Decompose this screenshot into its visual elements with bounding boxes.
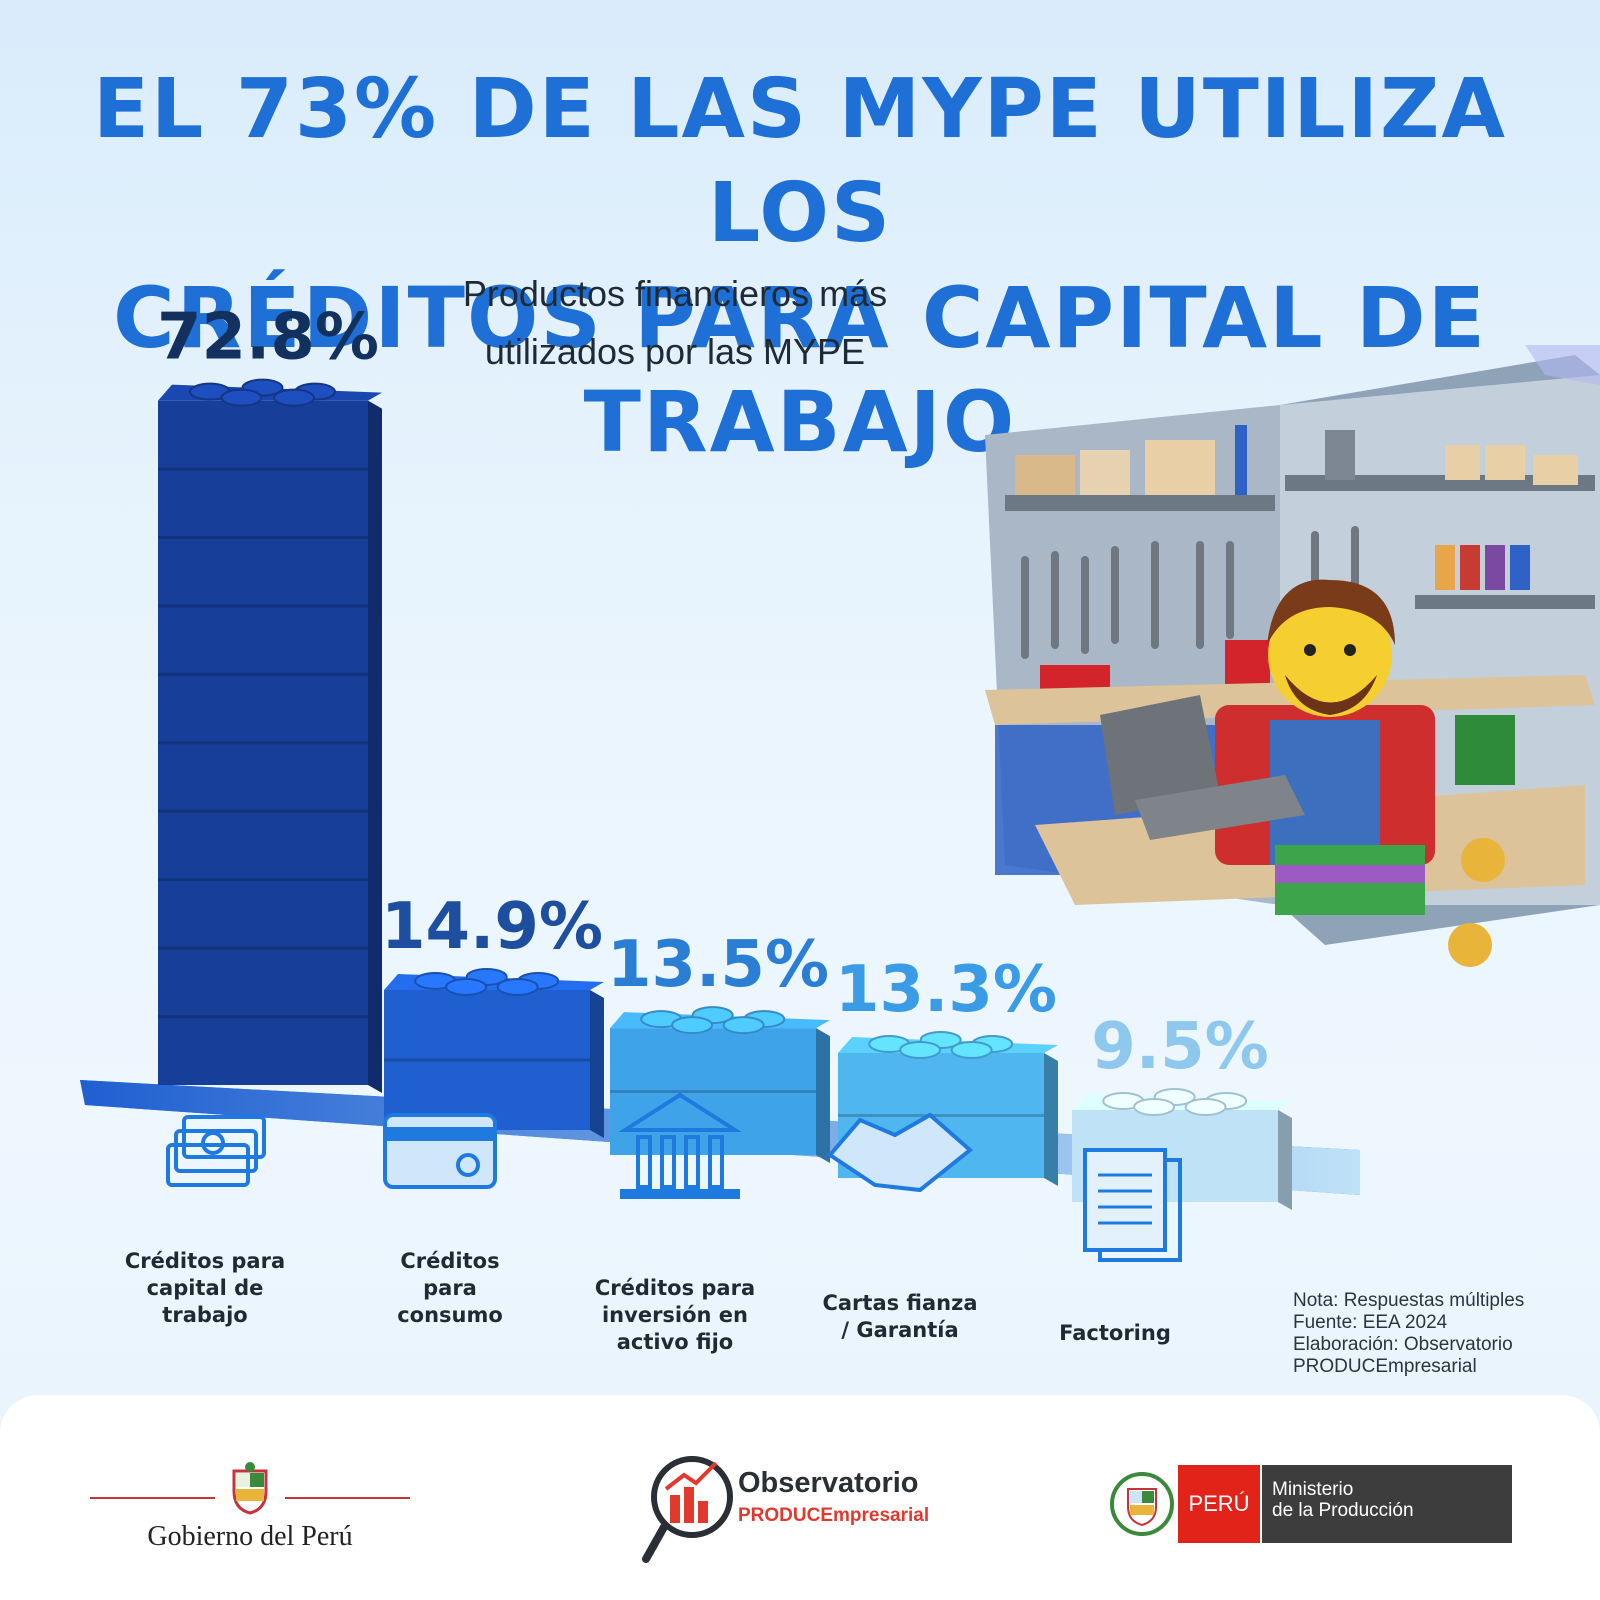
bar-1 [158, 378, 382, 1093]
handshake-icon [827, 1112, 974, 1193]
money-bill [182, 1115, 266, 1159]
category-label-2: Créditos para consumo [345, 1248, 555, 1329]
category-label-line: trabajo [162, 1303, 248, 1327]
category-label-4: Cartas fianza / Garantía [795, 1290, 1005, 1344]
category-label-line: Créditos para [124, 1249, 286, 1273]
bank-column [636, 1135, 652, 1189]
bar-side [1044, 1052, 1058, 1186]
chart-title-line-2: utilizados por las MYPE [484, 331, 866, 372]
money-stack-icon [166, 1115, 266, 1187]
money-bill [166, 1143, 250, 1187]
brick-stud [496, 977, 539, 996]
money-bill [174, 1129, 258, 1173]
document-icon [1083, 1148, 1182, 1262]
value-label-2: 14.9% [381, 890, 603, 964]
gob-line-right [285, 1497, 410, 1499]
bank-roof [618, 1092, 742, 1132]
observatorio-logo: Observatorio PRODUCEmpresarial [640, 1445, 970, 1565]
value-label-1: 72.8% [157, 301, 379, 375]
chart-area: 72.8% 14.9%13.5% 13.3% 9.5% [80, 301, 1360, 1262]
bank-column [708, 1135, 724, 1189]
brick-stud [1184, 1098, 1227, 1116]
gobierno-text: Gobierno del Perú [147, 1521, 353, 1552]
category-label-line: Cartas fianza [822, 1291, 978, 1315]
brick-stud [899, 1040, 942, 1059]
handshake-shape [827, 1112, 974, 1193]
peru-badge: PERÚ [1178, 1465, 1260, 1543]
category-label-line: consumo [397, 1303, 503, 1327]
note-line-4: PRODUCEmpresarial [1293, 1356, 1477, 1377]
ministerio-line-1: Ministerio [1272, 1479, 1354, 1500]
category-icons-group [166, 1092, 1182, 1262]
brick-stud [273, 388, 315, 407]
observatorio-title: Observatorio [738, 1467, 919, 1499]
bars-group [158, 378, 1292, 1210]
bar-side [1278, 1110, 1292, 1210]
note-line-1: Nota: Respuestas múltiples [1293, 1290, 1525, 1311]
gob-line-left [90, 1497, 215, 1499]
gobierno-del-peru-logo: Gobierno del Perú [90, 1453, 410, 1563]
doc-front [1083, 1148, 1167, 1252]
value-label-3: 13.5% [607, 928, 829, 1002]
value-labels-group: 72.8% 14.9%13.5% 13.3% 9.5% [157, 301, 1269, 1084]
chart-title-line-1: Productos financieros más [462, 273, 888, 314]
peru-shield-icon [1110, 1472, 1174, 1536]
bar-3 [610, 1006, 830, 1163]
category-label-5: Factoring [1010, 1320, 1220, 1347]
chart-notes: Nota: Respuestas múltiples Fuente: EEA 2… [1293, 1290, 1593, 1378]
bank-column [684, 1135, 700, 1189]
brick-stud [950, 1040, 993, 1059]
bank-column [660, 1135, 676, 1189]
observatorio-subtitle: PRODUCEmpresarial [738, 1505, 930, 1526]
bar-side [590, 989, 604, 1138]
category-label-line: capital de [146, 1276, 264, 1300]
value-label-4: 13.3% [835, 953, 1057, 1027]
category-label-3: Créditos para inversión en activo fijo [570, 1275, 780, 1356]
category-label-line: activo fijo [616, 1330, 734, 1354]
bank-building-icon [618, 1092, 742, 1199]
brick-stud [671, 1016, 714, 1035]
workshop-illustration [985, 345, 1600, 967]
card-stripe [385, 1127, 495, 1141]
ministerio-line-2: de la Producción [1272, 1500, 1414, 1521]
brick-stud [445, 977, 488, 996]
category-label-line: Créditos para [594, 1276, 756, 1300]
chart-title: Productos financieros más utilizados por… [395, 265, 955, 381]
coat-of-arms-icon [232, 1462, 268, 1515]
brick-stud [220, 388, 263, 407]
card-chip [456, 1153, 480, 1177]
ministerio-logo: PERÚ Ministerio de la Producción [1110, 1465, 1515, 1545]
bar-2 [384, 967, 604, 1138]
note-line-3: Elaboración: Observatorio [1293, 1334, 1513, 1355]
bar-side [816, 1028, 830, 1163]
category-label-line: Créditos [400, 1249, 500, 1273]
value-label-5: 9.5% [1091, 1010, 1269, 1084]
brick-stud [722, 1016, 765, 1035]
note-line-2: Fuente: EEA 2024 [1293, 1312, 1448, 1333]
magnifier-chart-icon [642, 1456, 733, 1563]
money-coin [201, 1131, 225, 1155]
category-label-line: para [423, 1276, 477, 1300]
category-label-line: inversión en [601, 1303, 748, 1327]
headline-line-2: CRÉDITOS PARA CAPITAL DE TRABAJO [112, 269, 1488, 471]
ministerio-box: Ministerio de la Producción [1262, 1465, 1512, 1543]
brick-stud [1133, 1098, 1176, 1116]
category-label-line: / Garantía [841, 1318, 959, 1342]
headline: EL 73% DE LAS MYPE UTILIZA LOS CRÉDITOS … [0, 58, 1600, 474]
category-label-1: Créditos para capital de trabajo [100, 1248, 310, 1329]
footer: Gobierno del Perú Observatorio PRODUCEmp… [0, 1395, 1600, 1600]
card-body [383, 1113, 497, 1189]
bar-side [368, 400, 382, 1093]
bank-base [620, 1189, 740, 1199]
headline-line-1: EL 73% DE LAS MYPE UTILIZA LOS [93, 62, 1507, 261]
category-label-line: Factoring [1059, 1321, 1171, 1345]
credit-card-icon [383, 1113, 497, 1189]
